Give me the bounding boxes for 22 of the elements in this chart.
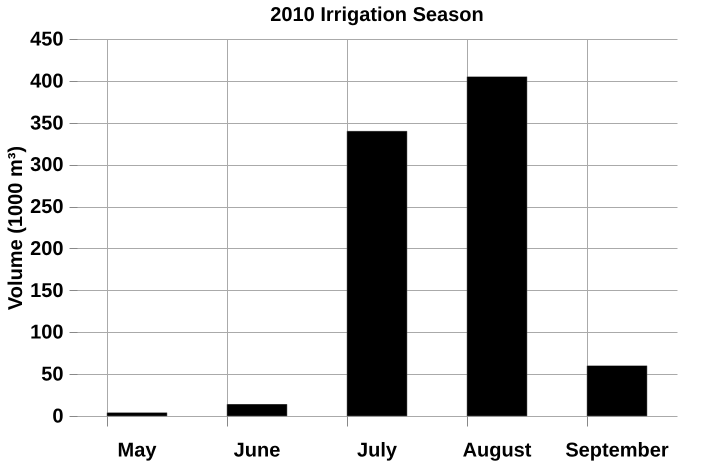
x-tick-label: July [356,440,398,462]
y-tick-label: 300 [30,154,64,176]
y-tick-label: 400 [30,70,64,92]
y-tick-label: 200 [30,238,64,260]
y-tick-label: 50 [41,364,64,386]
y-tick-label: 100 [30,322,64,344]
y-tick-label: 350 [30,112,64,134]
bar [226,404,288,416]
y-tick-label: 250 [30,196,64,218]
x-tick-label: September [565,440,669,462]
x-tick-label: August [462,440,532,462]
bar [586,365,648,416]
chart-title: 2010 Irrigation Season [270,4,484,26]
bar [106,412,168,416]
y-axis-title: Volume (1000 m³) [5,146,28,310]
x-tick-label: May [118,440,158,462]
bar [346,130,408,416]
x-tick-label: June [234,440,280,462]
bar [466,76,528,416]
y-tick-label: 450 [30,28,64,50]
y-tick-label: 0 [52,406,64,428]
y-tick-label: 150 [30,280,64,302]
